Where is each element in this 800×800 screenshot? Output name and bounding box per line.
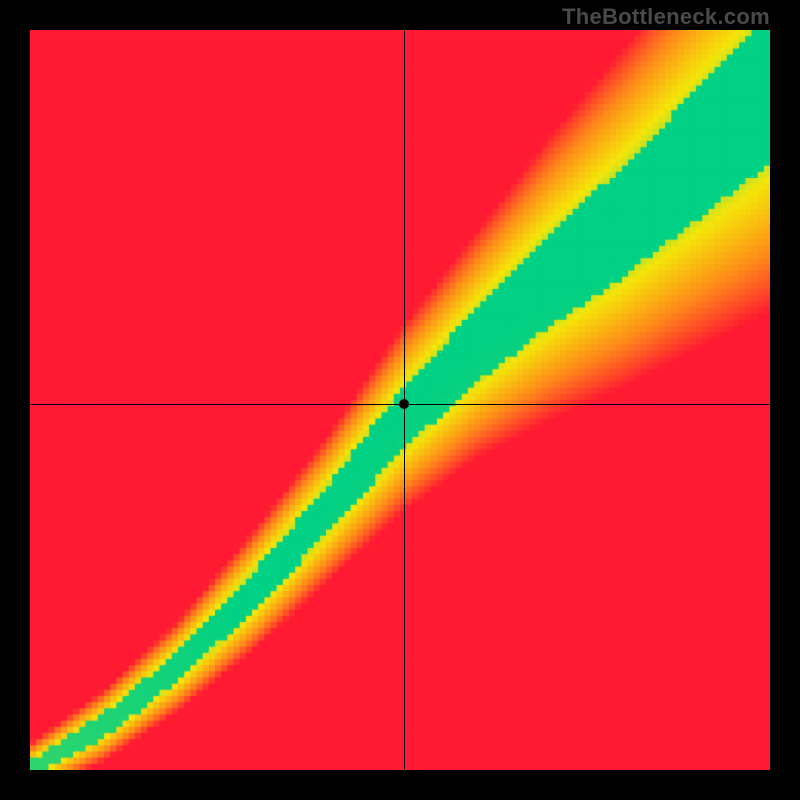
marker-dot <box>399 399 409 409</box>
heatmap-chart <box>30 30 770 770</box>
watermark-text: TheBottleneck.com <box>562 4 770 30</box>
